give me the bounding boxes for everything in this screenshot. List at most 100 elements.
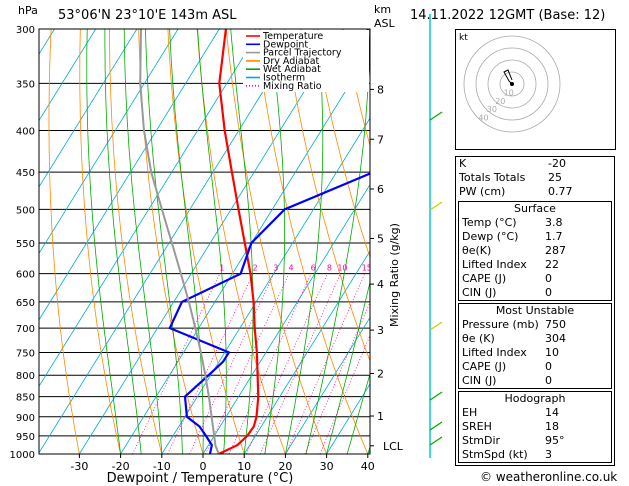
hpa-label: hPa	[18, 4, 38, 17]
unstable-row: Lifted Index 10	[459, 346, 611, 360]
isotherm-line	[39, 29, 138, 188]
hodograph-section: Hodograph EH 14 SREH 18 StmDir 95° StmSpd (kt)…	[458, 391, 612, 463]
wind-barb	[429, 391, 443, 401]
asl-label: ASL	[374, 17, 395, 30]
unstable-section: Most Unstable Pressure (mb) 750 θe (K) 304 L…	[458, 303, 612, 389]
isotherm-line	[285, 316, 370, 454]
index-label: PW (cm)	[459, 185, 506, 198]
surface-row: θe(K) 287	[459, 244, 611, 258]
km-label: km	[374, 3, 392, 16]
datetime-title: 14.11.2022 12GMT (Base: 12)	[410, 8, 606, 23]
unstable-title: Most Unstable	[495, 304, 575, 317]
wet-adiabat	[197, 29, 227, 454]
mixing-ratio-label: 10	[337, 264, 347, 273]
hodo-label: EH	[462, 406, 478, 419]
pressure-tick-label: 1000	[10, 450, 35, 461]
hodo-row: EH 14	[459, 406, 611, 420]
x-tick-label: 20	[278, 460, 292, 473]
wet-adiabat	[305, 29, 370, 454]
hodograph-table-title: Hodograph	[504, 392, 566, 405]
hodograph-ring-label: 30	[487, 105, 497, 114]
unstable-row: CIN (J) 0	[459, 374, 611, 388]
isotherm-line	[39, 29, 179, 255]
pressure-tick-label: 400	[16, 127, 35, 138]
hodo-row: SREH 18	[459, 420, 611, 434]
legend-label: Isotherm	[263, 73, 305, 84]
index-value: 25	[548, 171, 562, 184]
surface-label: CIN (J)	[462, 286, 497, 299]
isotherm-line	[39, 29, 303, 454]
unstable-row: CAPE (J) 0	[459, 360, 611, 374]
mixing-ratio-label: 1	[219, 264, 224, 273]
dry-adiabat	[284, 29, 370, 363]
unstable-value: 10	[545, 346, 559, 359]
isotherm-line	[39, 29, 261, 388]
mixing-ratio-line	[132, 273, 221, 454]
hodograph-ring	[463, 35, 561, 133]
dry-adiabat	[225, 29, 327, 454]
wet-adiabat	[326, 280, 370, 454]
x-tick-label: -30	[70, 460, 88, 473]
wet-adiabat	[86, 29, 121, 454]
km-tick-label: 3	[377, 324, 384, 337]
hodo-value: 14	[545, 406, 559, 419]
index-label: Totals Totals	[459, 171, 526, 184]
isotherm-line	[243, 250, 370, 454]
index-row: Totals Totals 25	[456, 171, 614, 185]
hodograph-ring-label: 40	[478, 114, 488, 123]
surface-label: CAPE (J)	[462, 272, 507, 285]
mixing-ratio-line	[259, 273, 341, 454]
km-tick-label: 4	[377, 278, 384, 291]
pressure-tick-label: 600	[16, 270, 35, 281]
pressure-tick-label: 850	[16, 393, 35, 404]
hodo-value: 95°	[545, 434, 565, 447]
temperature-line	[218, 29, 260, 454]
unstable-row: Pressure (mb) 750	[459, 318, 611, 332]
legend-label: Parcel Trajectory	[263, 48, 342, 59]
unstable-label: Pressure (mb)	[462, 318, 539, 331]
dry-adiabat	[255, 29, 369, 454]
wet-adiabat	[104, 29, 142, 454]
legend-label: Dewpoint	[263, 39, 308, 50]
km-tick-label: 6	[377, 183, 384, 196]
unstable-value: 0	[545, 374, 552, 387]
x-tick-label: 0	[200, 460, 207, 473]
surface-value: 3.8	[545, 216, 563, 229]
dry-adiabat	[138, 29, 204, 454]
hodograph-unit-label: kt	[459, 33, 468, 43]
mixing-ratio-axis-label: Mixing Ratio (g/kg)	[388, 223, 401, 327]
index-value: 0.77	[548, 185, 573, 198]
isotherm-line	[0, 29, 13, 454]
km-tick-label: 5	[377, 232, 384, 245]
surface-title: Surface	[514, 202, 556, 215]
unstable-value: 0	[545, 360, 552, 373]
hodo-value: 3	[545, 448, 552, 461]
mixing-ratio-label: 8	[327, 264, 332, 273]
x-tick-label: -10	[153, 460, 171, 473]
pressure-tick-label: 800	[16, 371, 35, 382]
legend-box	[243, 30, 369, 92]
unstable-label: CAPE (J)	[462, 360, 507, 373]
wind-barb	[429, 201, 443, 211]
surface-label: Dewp (°C)	[462, 230, 519, 243]
pressure-tick-label: 950	[16, 432, 35, 443]
surface-value: 22	[545, 258, 559, 271]
parcel-trajectory-line	[139, 29, 220, 454]
isotherm-line	[39, 29, 97, 122]
pressure-tick-label: 550	[16, 239, 35, 250]
surface-row: CAPE (J) 0	[459, 272, 611, 286]
surface-value: 1.7	[545, 230, 563, 243]
x-tick-label: -20	[112, 460, 130, 473]
hodo-row: StmDir 95°	[459, 434, 611, 448]
surface-row: Dewp (°C) 1.7	[459, 230, 611, 244]
pressure-tick-label: 500	[16, 205, 35, 216]
wind-barb	[429, 321, 443, 331]
surface-value: 0	[545, 272, 552, 285]
hodograph-center	[510, 82, 514, 86]
hodo-label: StmSpd (kt)	[462, 448, 528, 461]
surface-value: 287	[545, 244, 566, 257]
wind-barb	[429, 111, 443, 121]
surface-label: Temp (°C)	[462, 216, 517, 229]
surface-row: CIN (J) 0	[459, 286, 611, 300]
surface-section: Surface Temp (°C) 3.8 Dewp (°C) 1.7 θe(K) 287…	[458, 201, 612, 301]
